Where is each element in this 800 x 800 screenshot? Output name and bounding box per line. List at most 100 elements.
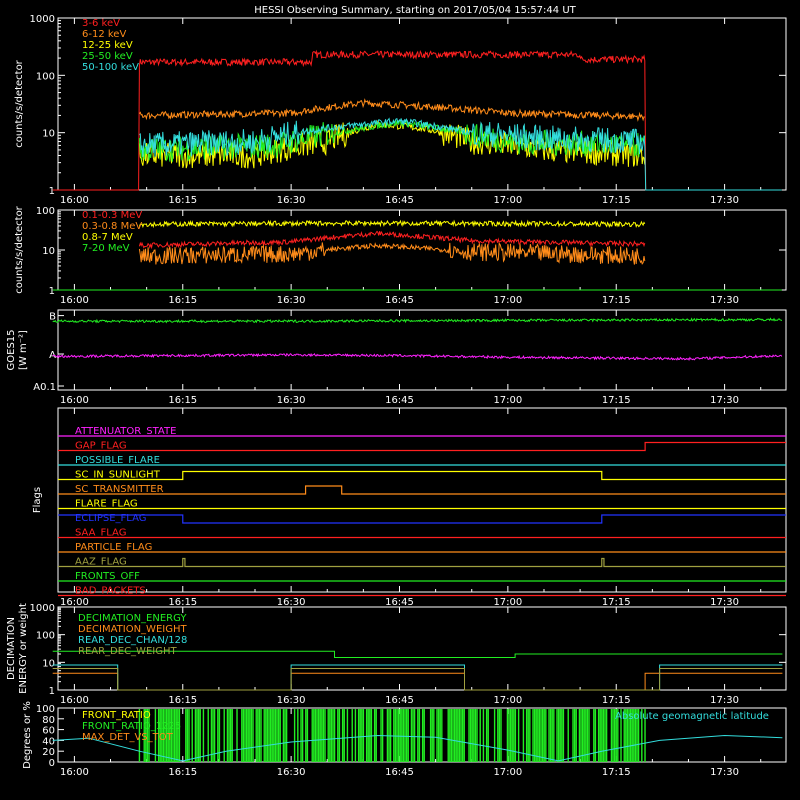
series-line — [52, 650, 783, 658]
x-tick-label: 17:00 — [493, 295, 522, 306]
x-tick-label: 16:15 — [168, 395, 197, 406]
x-tick-label: 16:00 — [60, 195, 89, 206]
panel-frame — [57, 606, 787, 691]
series-line — [52, 734, 783, 762]
x-tick-label: 17:30 — [710, 195, 739, 206]
x-tick-label: 17:30 — [710, 395, 739, 406]
legend-entry: 25-50 keV — [82, 51, 133, 62]
x-tick-label: 17:30 — [710, 597, 739, 608]
flag-line — [58, 557, 786, 568]
series-line — [138, 98, 645, 122]
x-tick-label: 17:15 — [602, 395, 631, 406]
x-tick-label: 17:00 — [493, 597, 522, 608]
flag-label: GAP_FLAG — [75, 441, 127, 452]
x-tick-label: 16:00 — [60, 295, 89, 306]
legend-entry: FRONT_RATIO_1225 — [82, 721, 181, 732]
x-tick-label: 16:45 — [385, 695, 414, 706]
x-tick-label: 16:00 — [60, 695, 89, 706]
x-tick-label: 17:30 — [710, 767, 739, 778]
y-tick-label: 100 — [36, 704, 55, 715]
panel-lo_energy: 16:00 16:15 16:30 16:45 17:00 17:15 17:30 1 10 10… — [14, 14, 787, 206]
legend-entry: DECIMATION_ENERGY — [78, 613, 187, 624]
x-tick-label: 16:15 — [168, 767, 197, 778]
flag-label: BAD_PACKETS — [75, 586, 146, 597]
flag-label: SC_TRANSMITTER — [75, 484, 164, 495]
x-tick-label: 16:45 — [385, 395, 414, 406]
panel-hi_energy: 16:00 16:15 16:30 16:45 17:00 17:15 17:30 1 10 10… — [14, 205, 787, 306]
y-tick-label: 60 — [42, 726, 55, 737]
legend-entry: REAR_DEC_CHAN/128 — [78, 635, 187, 646]
chart-title: HESSI Observing Summary, starting on 201… — [254, 5, 576, 16]
flag-label: PARTICLE_FLAG — [75, 542, 152, 553]
flag-label: FRONTS_OFF — [75, 571, 140, 582]
y-tick-label: 10 — [42, 129, 55, 140]
x-tick-label: 16:45 — [385, 767, 414, 778]
series-line — [52, 317, 783, 324]
series-line — [139, 117, 782, 191]
y-axis-label: GOES15 — [6, 329, 17, 370]
x-tick-label: 17:30 — [710, 295, 739, 306]
series-line — [52, 668, 783, 691]
panel-frame — [57, 309, 787, 391]
x-tick-label: 17:00 — [493, 767, 522, 778]
x-tick-label: 16:45 — [385, 195, 414, 206]
x-tick-label: 16:45 — [385, 295, 414, 306]
x-tick-label: 17:30 — [710, 695, 739, 706]
legend-entry: 6-12 keV — [82, 29, 126, 40]
legend-entry: 12-25 keV — [82, 40, 133, 51]
legend-entry-right: Absolute geomagnetic latitude — [615, 711, 769, 722]
x-tick-label: 16:15 — [168, 597, 197, 608]
flag-label: SAA_FLAG — [75, 528, 126, 539]
y-axis-label: Flags — [32, 487, 43, 513]
y-axis-label: Degrees or % — [22, 701, 33, 769]
legend-entry: 0.3-0.8 MeV — [82, 221, 142, 232]
y-axis-unit-label: [W m⁻²] — [18, 330, 29, 370]
panel-decimation: 16:00 16:15 16:30 16:45 17:00 17:15 17:30 1 10 10… — [6, 603, 787, 706]
y-tick-label: 100 — [36, 206, 55, 217]
series-line — [138, 219, 646, 229]
panel-frame — [57, 17, 787, 191]
flag-label: POSSIBLE_FLARE — [75, 455, 160, 466]
panel-flags: 16:00 16:15 16:30 16:45 17:00 17:15 17:30 Flags… — [32, 407, 787, 608]
legend-entry: 7-20 MeV — [82, 243, 130, 254]
panel-ratios: 16:00 16:15 16:30 16:45 17:00 17:15 17:30 02040… — [22, 701, 787, 778]
flag-line — [58, 485, 786, 495]
legend-entry: 50-100 keV — [82, 62, 139, 73]
series-line — [52, 49, 782, 191]
x-tick-label: 16:30 — [277, 597, 306, 608]
legend-entry: 0.1-0.3 MeV — [82, 210, 142, 221]
x-tick-label: 16:30 — [277, 395, 306, 406]
x-tick-label: 16:30 — [277, 695, 306, 706]
y-tick-label: 1 — [49, 186, 55, 197]
legend-entry: DECIMATION_WEIGHT — [78, 624, 187, 635]
series-line — [52, 352, 783, 362]
x-tick-label: 16:00 — [60, 597, 89, 608]
x-tick-label: 16:45 — [385, 597, 414, 608]
x-tick-label: 16:30 — [277, 295, 306, 306]
y-tick-label: B — [49, 312, 56, 323]
panel-goes: 16:00 16:15 16:30 16:45 17:00 17:15 17:30 GOES1… — [6, 309, 787, 406]
y-tick-label: 1 — [49, 286, 55, 297]
flag-label: FLARE_FLAG — [75, 499, 138, 510]
flag-label: ECLIPSE_FLAG — [75, 513, 146, 524]
y-tick-label: 1 — [49, 686, 55, 697]
x-tick-label: 17:00 — [493, 395, 522, 406]
y-axis-label-2: ENERGY or weight — [18, 603, 29, 694]
legend-entry: FRONT_RATIO — [82, 710, 151, 721]
series-line — [138, 230, 646, 250]
y-tick-label: 80 — [42, 715, 55, 726]
legend-entry: REAR_DEC_WEIGHT — [78, 646, 177, 657]
flag-line — [58, 470, 786, 481]
legend-entry: MAX_DET_VS_TOT — [82, 732, 174, 743]
y-tick-label: 100 — [36, 71, 55, 82]
y-tick-label: 20 — [42, 747, 55, 758]
x-tick-label: 16:00 — [60, 767, 89, 778]
x-tick-label: 16:30 — [277, 195, 306, 206]
x-tick-label: 16:15 — [168, 695, 197, 706]
x-tick-label: 16:30 — [277, 767, 306, 778]
flag-line — [58, 441, 786, 452]
x-tick-label: 17:15 — [602, 295, 631, 306]
y-tick-label: 10 — [42, 246, 55, 257]
x-tick-label: 17:00 — [493, 695, 522, 706]
